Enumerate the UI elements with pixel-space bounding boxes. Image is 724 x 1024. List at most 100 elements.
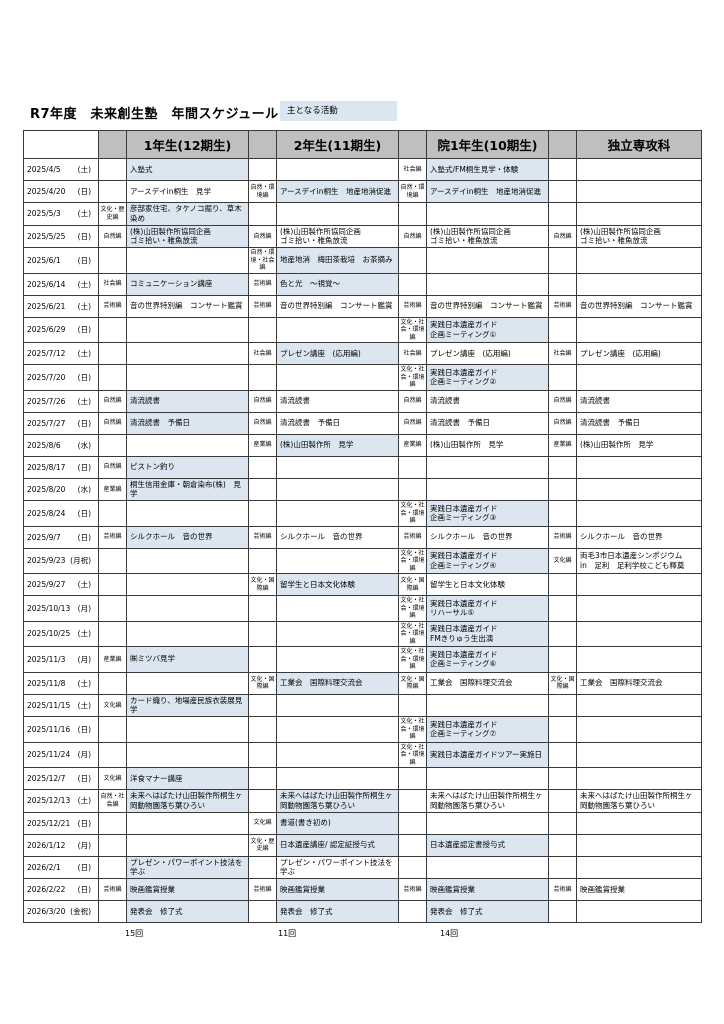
weekday-label: (土) — [77, 301, 91, 311]
category-cell: 文化編 — [249, 812, 277, 835]
date-cell: 2025/10/13 (月) — [24, 596, 99, 622]
date-label: 2025/9/27 — [27, 580, 66, 589]
weekday-label: (日) — [77, 231, 91, 241]
activity-cell: 実践日本遺産ガイドツアー実施日 — [427, 742, 549, 768]
table-row: 2025/6/1 (日) 自然・環境・社会編 地産地消 梅田茶栽培 お茶摘み — [24, 248, 702, 274]
table-row: 2025/5/25 (日) 自然編 (株)山田製作所協同企画 ゴミ拾い・稚魚放流 自然編… — [24, 225, 702, 248]
date-cell: 2025/12/21 (日) — [24, 812, 99, 835]
activity-cell — [127, 834, 249, 857]
weekday-label: (土) — [77, 629, 91, 639]
activity-cell: 工業会 国際料理交流会 — [577, 672, 702, 695]
category-cell: 自然編 — [399, 390, 427, 413]
category-cell — [549, 596, 577, 622]
activity-cell — [277, 717, 399, 743]
date-label: 2025/9/23 — [27, 556, 66, 566]
activity-cell — [577, 621, 702, 647]
activity-cell — [577, 248, 702, 274]
table-row: 2025/8/17 (日) 自然編 ピストン釣り — [24, 456, 702, 479]
activity-cell — [127, 574, 249, 596]
category-cell — [249, 647, 277, 673]
category-cell — [399, 790, 427, 813]
weekday-label: (日) — [77, 724, 91, 734]
category-cell: 産業編 — [549, 434, 577, 457]
category-cell: 芸術編 — [249, 526, 277, 549]
activity-cell — [577, 768, 702, 790]
activity-cell — [277, 456, 399, 479]
total-count-grade2: 11回 — [278, 929, 297, 938]
activity-cell — [577, 456, 702, 479]
activity-cell: プレゼン講座 (応用編) — [427, 343, 549, 365]
date-label: 2026/1/12 — [27, 840, 66, 850]
date-cell: 2025/11/24 (月) — [24, 742, 99, 768]
category-cell — [549, 574, 577, 596]
table-row: 2025/11/15 (土) 文化編 カード織り、地場産民族衣装展見学 — [24, 694, 702, 717]
date-cell: 2025/5/25 (日) — [24, 225, 99, 248]
category-cell: 文化編 — [99, 694, 127, 717]
table-header: 1年生(12期生) 2年生(11期生) 院1年生(10期生) 独立専攻科 — [24, 131, 702, 159]
date-label: 2025/7/12 — [27, 349, 66, 358]
date-cell: 2026/3/20 (金祝) — [24, 901, 99, 923]
activity-cell: 両毛3市日本遺産シンポジウム in 足利 足利学校こども釋奠 — [577, 548, 702, 574]
weekday-label: (日) — [77, 418, 91, 428]
activity-cell — [427, 812, 549, 835]
category-cell: 産業編 — [99, 478, 127, 501]
category-cell — [99, 574, 127, 596]
activity-cell: シルクホール 音の世界 — [277, 526, 399, 549]
category-cell — [99, 181, 127, 203]
table-row: 2025/11/24 (月) 文化・社会・環境編 実践日本遺産ガイドツアー実施日 — [24, 742, 702, 768]
category-cell — [549, 317, 577, 343]
category-cell: 社会編 — [399, 343, 427, 365]
category-cell — [549, 273, 577, 296]
date-cell: 2025/9/27 (土) — [24, 574, 99, 596]
activity-cell — [127, 621, 249, 647]
weekday-label: (土) — [77, 396, 91, 406]
table-row: 2025/12/7 (日) 文化編 洋食マナー講座 — [24, 768, 702, 790]
weekday-label: (日) — [77, 255, 91, 265]
category-cell: 文化・社会・環境編 — [399, 742, 427, 768]
table-row: 2026/2/1 (日) プレゼン・パワーポイント技法を学ぶ プレゼン・パワーポイント… — [24, 856, 702, 879]
category-cell — [99, 343, 127, 365]
date-label: 2025/6/21 — [27, 301, 66, 311]
date-cell: 2025/11/16 (日) — [24, 717, 99, 743]
category-cell — [99, 159, 127, 181]
activity-cell: (株)山田製作所 見学 — [427, 434, 549, 457]
activity-cell — [427, 273, 549, 296]
activity-cell — [577, 812, 702, 835]
activity-cell: 入塾式/FM桐生見学・体験 — [427, 159, 549, 181]
date-cell: 2025/10/25 (土) — [24, 621, 99, 647]
weekday-label: (日) — [77, 187, 91, 196]
table-row: 2025/4/5 (土) 入塾式 社会編 入塾式/FM桐生見学・体験 — [24, 159, 702, 181]
date-label: 2025/11/16 — [27, 724, 71, 734]
category-cell — [399, 273, 427, 296]
category-cell — [249, 790, 277, 813]
category-cell — [549, 478, 577, 501]
category-cell: 芸術編 — [249, 879, 277, 901]
activity-cell: カード織り、地場産民族衣装展見学 — [127, 694, 249, 717]
activity-cell — [277, 501, 399, 527]
weekday-label: (水) — [77, 440, 91, 450]
date-label: 2025/11/3 — [27, 654, 66, 664]
table-row: 2025/11/8 (土) 文化・国際編 工業会 国際料理交流会 文化・国際編 工業会 国… — [24, 672, 702, 695]
category-cell — [99, 856, 127, 879]
activity-cell — [127, 248, 249, 274]
activity-cell: 映画鑑賞授業 — [427, 879, 549, 901]
category-cell: 産業編 — [99, 647, 127, 673]
table-row: 2025/6/14 (土) 社会編 コミュニケーション講座 芸術編 色と光 ～視覚～ — [24, 273, 702, 296]
header-category-spacer-2 — [249, 131, 277, 159]
activity-cell: アースデイin桐生 見学 — [127, 181, 249, 203]
legend-main-activity: 主となる活動 — [280, 101, 397, 121]
date-label: 2026/3/20 — [27, 907, 66, 916]
category-cell: 自然編 — [99, 390, 127, 413]
weekday-label: (土) — [77, 796, 91, 806]
table-row: 2026/1/12 (月) 文化・歴史編 日本遺産講座/ 認定証授与式 日本遺産認定書授… — [24, 834, 702, 857]
weekday-label: (日) — [77, 372, 91, 382]
date-cell: 2025/4/5 (土) — [24, 159, 99, 181]
category-cell: 芸術編 — [99, 879, 127, 901]
date-cell: 2025/9/7 (日) — [24, 526, 99, 549]
category-cell — [549, 621, 577, 647]
category-cell — [99, 365, 127, 391]
category-cell — [549, 248, 577, 274]
activity-cell: 清流読書 — [427, 390, 549, 413]
category-cell — [399, 248, 427, 274]
